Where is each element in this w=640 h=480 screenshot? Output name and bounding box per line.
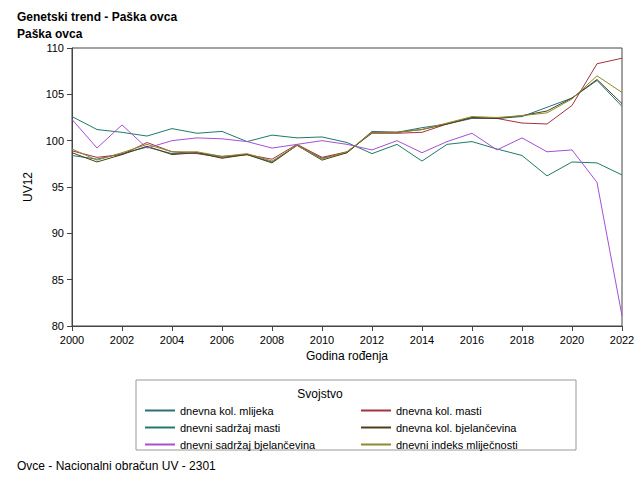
svg-text:2016: 2016 [460,334,484,346]
svg-text:95: 95 [52,181,64,193]
svg-text:85: 85 [52,274,64,286]
svg-text:dnevna kol. bjelančevina: dnevna kol. bjelančevina [396,422,517,434]
svg-text:2006: 2006 [210,334,234,346]
svg-text:Godina rođenja: Godina rođenja [306,349,388,363]
svg-text:Ovce - Nacionalni obračun UV -: Ovce - Nacionalni obračun UV - 2301 [17,459,216,473]
svg-text:2002: 2002 [110,334,134,346]
svg-text:dnevni sadržaj bjelančevina: dnevni sadržaj bjelančevina [180,439,316,451]
svg-text:2014: 2014 [410,334,434,346]
svg-text:2000: 2000 [60,334,84,346]
svg-text:100: 100 [46,135,64,147]
svg-text:2018: 2018 [510,334,534,346]
svg-text:90: 90 [52,227,64,239]
svg-text:dnevni indeks mliječnosti: dnevni indeks mliječnosti [396,439,518,451]
svg-text:UV12: UV12 [21,172,35,202]
svg-text:dnevna kol. masti: dnevna kol. masti [396,405,482,417]
svg-text:2012: 2012 [360,334,384,346]
svg-text:105: 105 [46,88,64,100]
svg-text:110: 110 [46,42,64,54]
svg-text:2004: 2004 [160,334,184,346]
svg-text:dnevni sadržaj masti: dnevni sadržaj masti [180,422,280,434]
svg-text:80: 80 [52,320,64,332]
svg-text:2008: 2008 [260,334,284,346]
svg-text:Paška ovca: Paška ovca [17,27,83,41]
svg-text:2022: 2022 [610,334,634,346]
svg-text:2010: 2010 [310,334,334,346]
svg-text:Svojstvo: Svojstvo [297,387,343,401]
svg-text:dnevna kol. mlijeka: dnevna kol. mlijeka [180,405,274,417]
svg-text:2020: 2020 [560,334,584,346]
svg-text:Genetski trend - Paška ovca: Genetski trend - Paška ovca [17,10,177,24]
